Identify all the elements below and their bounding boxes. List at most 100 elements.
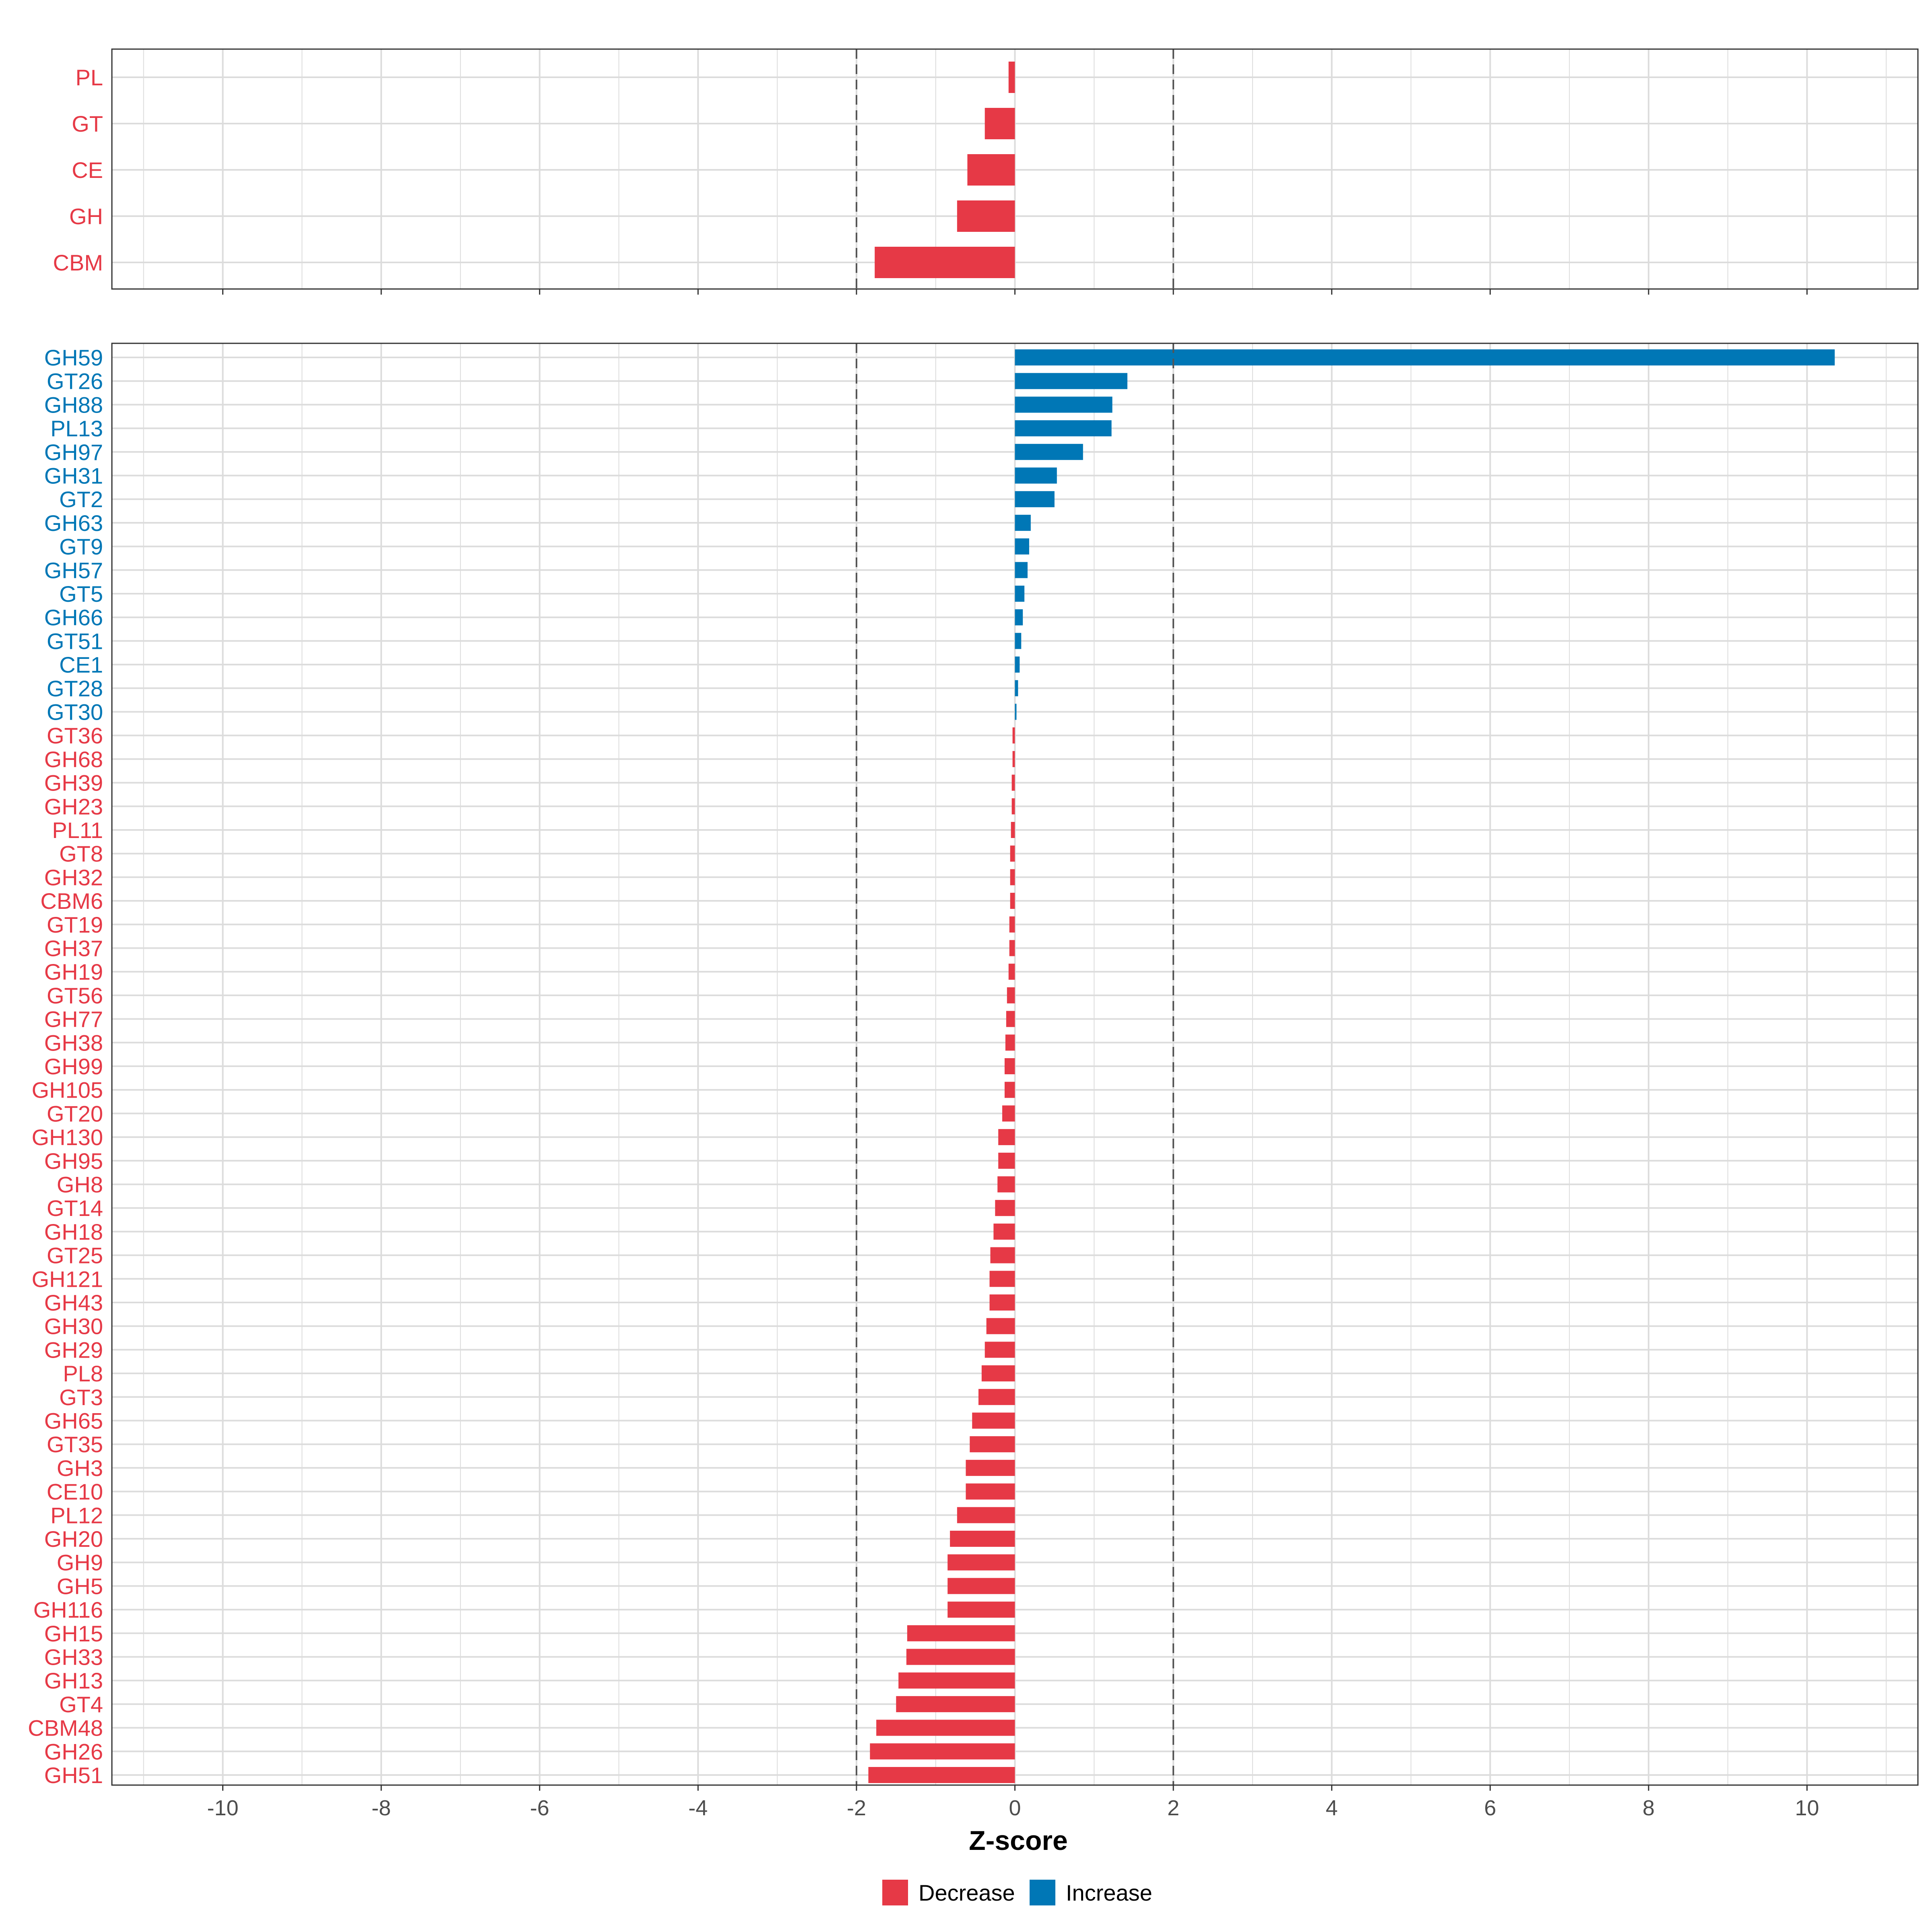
- bar-cbm48: [876, 1719, 1015, 1736]
- category-label-gh32: GH32: [44, 865, 103, 890]
- x-tick-label: -4: [688, 1796, 708, 1820]
- legend-swatch-increase: [1030, 1880, 1055, 1905]
- bar-gh63: [1015, 514, 1031, 531]
- bar-gh57: [1015, 562, 1028, 578]
- category-label-gh30: GH30: [44, 1314, 103, 1339]
- bar-gh26: [870, 1743, 1015, 1760]
- bar-gh97: [1015, 444, 1083, 460]
- category-label-gh13: GH13: [44, 1668, 103, 1693]
- category-label-gh20: GH20: [44, 1526, 103, 1552]
- bar-gh29: [985, 1342, 1015, 1358]
- category-label-gt: GT: [72, 111, 103, 136]
- category-label-gt14: GT14: [47, 1195, 103, 1221]
- bar-gh68: [1012, 751, 1015, 767]
- category-label-gh39: GH39: [44, 770, 103, 796]
- bar-gt25: [990, 1247, 1015, 1263]
- category-label-gh51: GH51: [44, 1763, 103, 1788]
- bar-gh20: [950, 1531, 1015, 1547]
- bar-gt5: [1015, 586, 1025, 602]
- x-axis: -10 -8 -6 -4 -2 0 2 4 6 8 10: [207, 1796, 1819, 1820]
- category-label-pl12: PL12: [50, 1503, 103, 1528]
- legend-swatch-decrease: [882, 1880, 908, 1905]
- bar-gh66: [1015, 609, 1023, 625]
- category-label-gh105: GH105: [32, 1077, 103, 1103]
- bar-gh8: [997, 1176, 1015, 1193]
- category-label-gt9: GT9: [59, 534, 103, 559]
- bar-ce10: [966, 1483, 1015, 1500]
- bar-gt28: [1015, 680, 1018, 696]
- bar-gh116: [947, 1602, 1015, 1618]
- category-label-gh88: GH88: [44, 392, 103, 417]
- category-label-gh33: GH33: [44, 1645, 103, 1670]
- bar-gt36: [1012, 727, 1015, 744]
- x-tick-label: 6: [1484, 1796, 1496, 1820]
- category-label-ce: CE: [72, 157, 103, 183]
- bar-gt9: [1015, 538, 1029, 555]
- category-label-gt51: GT51: [47, 628, 103, 654]
- legend-label-increase: Increase: [1066, 1880, 1152, 1905]
- bar-gt30: [1015, 704, 1017, 720]
- x-tick-label: -10: [207, 1796, 238, 1820]
- category-label-gh8: GH8: [57, 1172, 103, 1197]
- bar-gh23: [1011, 798, 1015, 815]
- bar-gh51: [868, 1767, 1015, 1783]
- bar-gt: [985, 108, 1015, 139]
- bar-gt20: [1002, 1105, 1015, 1122]
- bar-gh31: [1015, 467, 1057, 484]
- category-label-gh26: GH26: [44, 1739, 103, 1764]
- bar-gh43: [989, 1294, 1015, 1311]
- category-label-pl13: PL13: [50, 416, 103, 441]
- bar-gt14: [995, 1200, 1015, 1216]
- bar-gt8: [1010, 845, 1015, 862]
- bar-gh18: [993, 1223, 1015, 1240]
- category-label-gh38: GH38: [44, 1030, 103, 1055]
- bar-gt2: [1015, 491, 1055, 508]
- bar-gh99: [1004, 1058, 1015, 1074]
- bar-gh95: [998, 1152, 1015, 1169]
- bar-gh65: [972, 1412, 1015, 1429]
- legend: Decrease Increase: [882, 1880, 1152, 1905]
- category-label-gh19: GH19: [44, 959, 103, 985]
- category-label-gh130: GH130: [32, 1125, 103, 1150]
- category-label-gh116: GH116: [33, 1597, 103, 1622]
- category-label-gh63: GH63: [44, 510, 103, 536]
- x-tick-label: -8: [372, 1796, 391, 1820]
- category-label-gt8: GT8: [59, 841, 103, 867]
- bar-gh3: [966, 1459, 1015, 1476]
- category-label-pl11: PL11: [52, 817, 103, 843]
- x-axis-title: Z-score: [969, 1825, 1068, 1856]
- category-label-gt2: GT2: [59, 487, 103, 512]
- category-label-pl8: PL8: [63, 1361, 103, 1386]
- bar-gh59: [1015, 349, 1835, 365]
- category-label-pl: PL: [76, 65, 103, 90]
- category-label-ce10: CE10: [47, 1479, 103, 1505]
- bar-gh: [957, 200, 1015, 232]
- bar-gt19: [1009, 916, 1015, 933]
- category-label-gh15: GH15: [44, 1621, 103, 1646]
- x-tick-label: 2: [1167, 1796, 1179, 1820]
- category-label-gt28: GT28: [47, 676, 103, 701]
- bar-gt35: [970, 1436, 1015, 1453]
- category-label-gh65: GH65: [44, 1408, 103, 1434]
- x-tick-label: -2: [847, 1796, 866, 1820]
- bar-gt51: [1015, 633, 1022, 649]
- bar-pl: [1008, 62, 1015, 93]
- bar-gt3: [978, 1389, 1015, 1405]
- category-label-gh18: GH18: [44, 1219, 103, 1245]
- bar-ce: [967, 154, 1015, 186]
- category-label-gh5: GH5: [57, 1573, 103, 1599]
- category-label-gt35: GT35: [47, 1432, 103, 1457]
- category-label-gh23: GH23: [44, 794, 103, 819]
- bar-pl11: [1011, 822, 1015, 838]
- x-tick-label: 8: [1643, 1796, 1655, 1820]
- bar-gh13: [898, 1672, 1015, 1689]
- bar-gh15: [907, 1625, 1015, 1641]
- category-label-gh59: GH59: [44, 345, 103, 370]
- bar-cbm6: [1010, 893, 1015, 909]
- x-tick-label: 0: [1009, 1796, 1021, 1820]
- bar-gh19: [1008, 964, 1015, 980]
- bar-gt26: [1015, 373, 1127, 389]
- category-label-gt25: GT25: [47, 1243, 103, 1268]
- x-tick-label: 4: [1326, 1796, 1338, 1820]
- bar-gh30: [986, 1318, 1015, 1334]
